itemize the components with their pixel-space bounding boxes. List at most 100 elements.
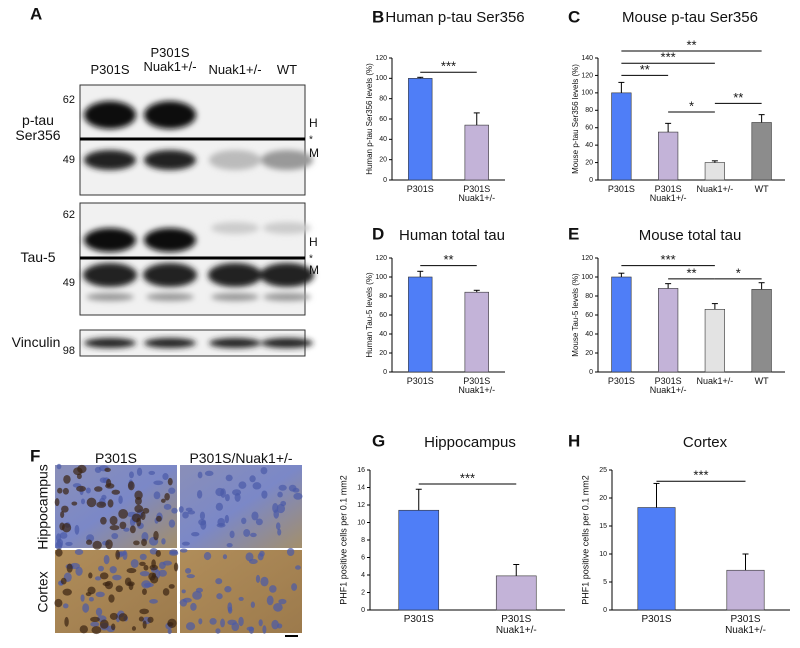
cell — [128, 582, 134, 591]
y-tick-label: 4 — [361, 572, 365, 579]
cell — [251, 511, 259, 521]
cell — [149, 599, 158, 604]
cell — [88, 596, 94, 602]
x-tick-label: P301S Nuak1+/- — [458, 376, 496, 396]
significance-label: *** — [441, 59, 456, 74]
cell — [216, 593, 223, 600]
y-tick-label: 15 — [599, 523, 607, 530]
cell — [286, 547, 295, 557]
cell — [238, 616, 244, 627]
cell — [232, 489, 242, 496]
band — [263, 222, 311, 234]
cell — [107, 499, 114, 508]
cell — [88, 572, 93, 579]
x-tick-label: P301S Nuak1+/- — [458, 184, 496, 204]
cell — [95, 591, 105, 598]
y-tick-label: 80 — [379, 96, 387, 103]
cell — [63, 475, 71, 484]
band-label: M — [309, 146, 319, 160]
cell — [169, 549, 178, 555]
y-tick-label: 8 — [361, 537, 365, 544]
cell — [182, 597, 192, 603]
cell — [130, 559, 139, 568]
cell — [86, 497, 97, 508]
blot-bands — [84, 101, 313, 170]
cell — [156, 515, 162, 522]
cell — [119, 521, 127, 530]
y-tick-label: 80 — [585, 293, 593, 300]
y-tick-label: 120 — [375, 255, 387, 262]
cell — [162, 560, 172, 566]
band-label: H — [309, 235, 318, 249]
band-label: M — [309, 263, 319, 277]
cell — [186, 574, 195, 579]
cell — [238, 596, 244, 601]
cell — [103, 554, 110, 565]
cell — [225, 474, 233, 482]
y-tick-label: 60 — [585, 125, 593, 132]
cell — [185, 568, 192, 574]
cell — [271, 619, 279, 630]
cell — [216, 523, 226, 528]
x-tick-label: WT — [754, 376, 769, 386]
cell — [62, 603, 69, 609]
cell — [164, 492, 170, 501]
cell — [140, 511, 146, 521]
cell — [167, 618, 177, 628]
cell — [104, 467, 111, 472]
cell — [111, 489, 121, 495]
cell — [260, 466, 268, 475]
cell — [181, 541, 190, 546]
error-bar — [417, 270, 424, 277]
band — [261, 150, 313, 170]
lane-label: Nuak1+/- — [208, 62, 262, 77]
cell — [142, 588, 147, 595]
row-label: Hippocampus — [35, 464, 51, 550]
y-tick-label: 0 — [383, 177, 387, 184]
cell — [198, 618, 203, 625]
y-tick-label: 0 — [603, 607, 607, 614]
y-tick-label: 14 — [357, 484, 365, 491]
bar — [658, 288, 679, 373]
cell — [56, 463, 62, 470]
cell — [224, 514, 230, 524]
error-bar — [758, 114, 765, 123]
cell — [269, 585, 277, 593]
cell — [57, 487, 63, 494]
cell — [79, 625, 88, 634]
lane-label: P301S Nuak1+/- — [143, 45, 197, 74]
band — [209, 150, 261, 170]
error-bar — [758, 282, 765, 290]
cell — [74, 548, 84, 555]
error-bar — [711, 160, 718, 163]
error-bar — [473, 112, 480, 126]
cell — [129, 525, 136, 534]
band — [83, 263, 137, 287]
x-tick-label: P301S Nuak1+/- — [495, 614, 537, 636]
band — [84, 228, 136, 252]
cell — [181, 589, 186, 594]
cell — [196, 490, 203, 499]
cell — [94, 466, 102, 473]
cell — [229, 530, 235, 539]
y-tick-label: 40 — [379, 331, 387, 338]
band-label: H — [309, 116, 318, 130]
y-tick-label: 0 — [383, 369, 387, 376]
cell — [160, 498, 166, 503]
x-tick-label: P301S — [406, 184, 434, 194]
cell — [65, 541, 73, 547]
cell — [75, 566, 83, 576]
chart-title: Human total tau — [399, 227, 505, 244]
y-tick-label: 140 — [581, 55, 593, 62]
cell — [92, 540, 102, 550]
chart-title: Mouse total tau — [639, 227, 742, 244]
cell — [162, 473, 169, 481]
cell — [55, 541, 63, 550]
significance-label: * — [689, 98, 694, 113]
cell — [293, 492, 303, 500]
cell — [168, 487, 176, 494]
cell — [98, 565, 104, 572]
y-axis-label: PHF1 positive cells per 0.1 mm2 — [338, 475, 348, 605]
band — [146, 293, 194, 301]
y-tick-label: 20 — [599, 495, 607, 502]
